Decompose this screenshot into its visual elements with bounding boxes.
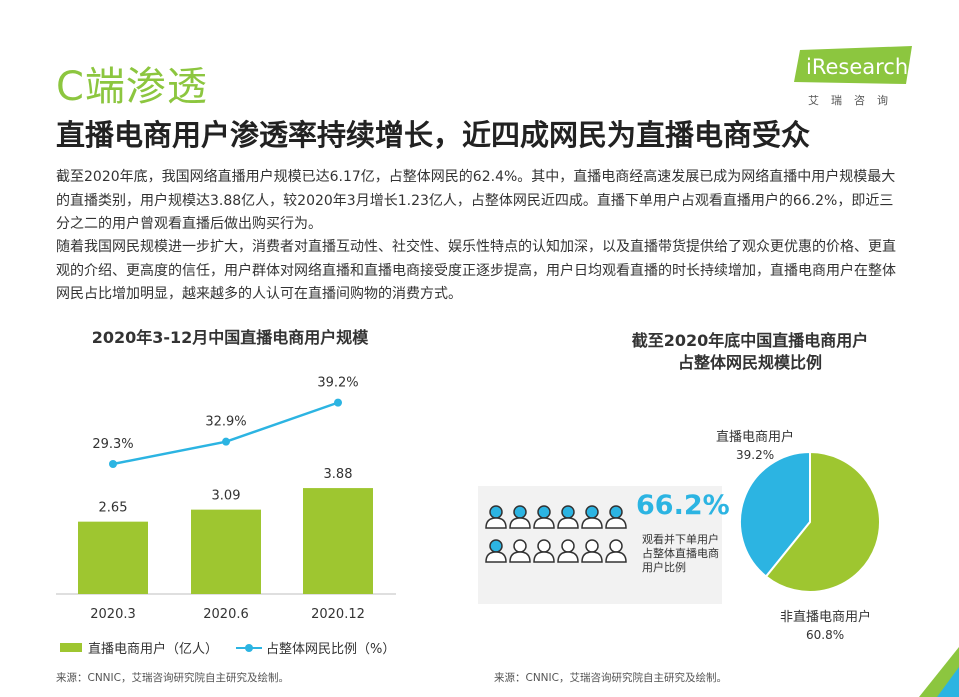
line-value-label: 39.2% (317, 376, 358, 391)
person-icon (605, 505, 627, 529)
line-point (222, 437, 230, 446)
svg-text:iResearch: iResearch (806, 55, 908, 79)
bar (191, 509, 261, 594)
chart2-title: 截至2020年底中国直播电商用户 占整体网民规模比例 (560, 330, 940, 374)
person-icon (485, 539, 507, 563)
order-user-percentage: 66.2% (636, 490, 730, 521)
bar-value-label: 3.88 (324, 467, 353, 482)
category-label: 2020.12 (311, 607, 365, 622)
chart2-title-line1: 截至2020年底中国直播电商用户 (631, 331, 869, 350)
legend-line-label: 占整体网民比例（%） (266, 642, 396, 657)
person-icon (533, 505, 555, 529)
ratio-line (112, 401, 339, 466)
person-icon (485, 505, 507, 529)
category-label: 2020.6 (203, 607, 249, 622)
pie-slice-non-live-users (764, 450, 881, 593)
bar (78, 521, 148, 594)
bar-value-label: 3.09 (212, 489, 241, 504)
order-user-description: 观看并下单用户占整体直播电商用户比例 (642, 533, 719, 574)
pie-label-non-live-users: 非直播电商用户 (780, 610, 872, 625)
person-icon (509, 539, 531, 563)
penetration-pie-chart (739, 450, 881, 593)
person-icon (557, 505, 579, 529)
person-icon (581, 505, 603, 529)
body-paragraph-2: 随着我国网民规模进一步扩大，消费者对直播互动性、社交性、娱乐性特点的认知加深，以… (56, 239, 896, 302)
chart1-legend: 直播电商用户（亿人） 占整体网民比例（%） (60, 638, 395, 657)
line-value-label: 29.3% (92, 437, 133, 452)
pie-value-non-live-users: 60.8% (806, 628, 845, 642)
page-headline: 直播电商用户渗透率持续增长，近四成网民为直播电商受众 (56, 118, 811, 152)
people-icons (485, 505, 627, 563)
logo-badge-icon: iResearch (794, 46, 912, 84)
person-icon (581, 539, 603, 563)
pie-slice-live-users (739, 450, 811, 578)
legend-line-swatch (236, 643, 263, 652)
pie-value-live-users: 39.2% (736, 448, 775, 462)
section-label: C端渗透 (56, 64, 208, 110)
bar (303, 488, 373, 594)
person-icon (509, 505, 531, 529)
category-label: 2020.3 (90, 607, 136, 622)
person-icon (605, 539, 627, 563)
legend-bar-swatch (60, 643, 82, 652)
logo-subtitle: 艾瑞咨询 (808, 94, 900, 107)
iresearch-logo: iResearch 艾瑞咨询 (794, 46, 934, 108)
person-icon (533, 539, 555, 563)
chart1-title: 2020年3-12月中国直播电商用户规模 (91, 328, 369, 347)
bar-value-label: 2.65 (99, 501, 128, 516)
body-paragraph-1: 截至2020年底，我国网络直播用户规模已达6.17亿，占整体网民的62.4%。其… (56, 169, 896, 232)
corner-decoration-icon (919, 647, 959, 697)
chart2-title-line2: 占整体网民规模比例 (677, 353, 822, 372)
user-scale-chart: 2.65 2020.3 3.09 2020.6 3.88 2020.12 29.3% 32.9… (56, 376, 396, 622)
line-point (334, 398, 342, 407)
source-footnote-right: 来源：CNNIC，艾瑞咨询研究院自主研究及绘制。 (494, 672, 727, 684)
source-footnote-left: 来源：CNNIC，艾瑞咨询研究院自主研究及绘制。 (56, 672, 289, 684)
line-value-label: 32.9% (205, 415, 246, 430)
people-grid (478, 486, 722, 604)
line-point (109, 460, 117, 468)
legend-bar-label: 直播电商用户（亿人） (88, 642, 219, 657)
person-icon (557, 539, 579, 563)
pie-label-live-users: 直播电商用户 (716, 430, 795, 445)
